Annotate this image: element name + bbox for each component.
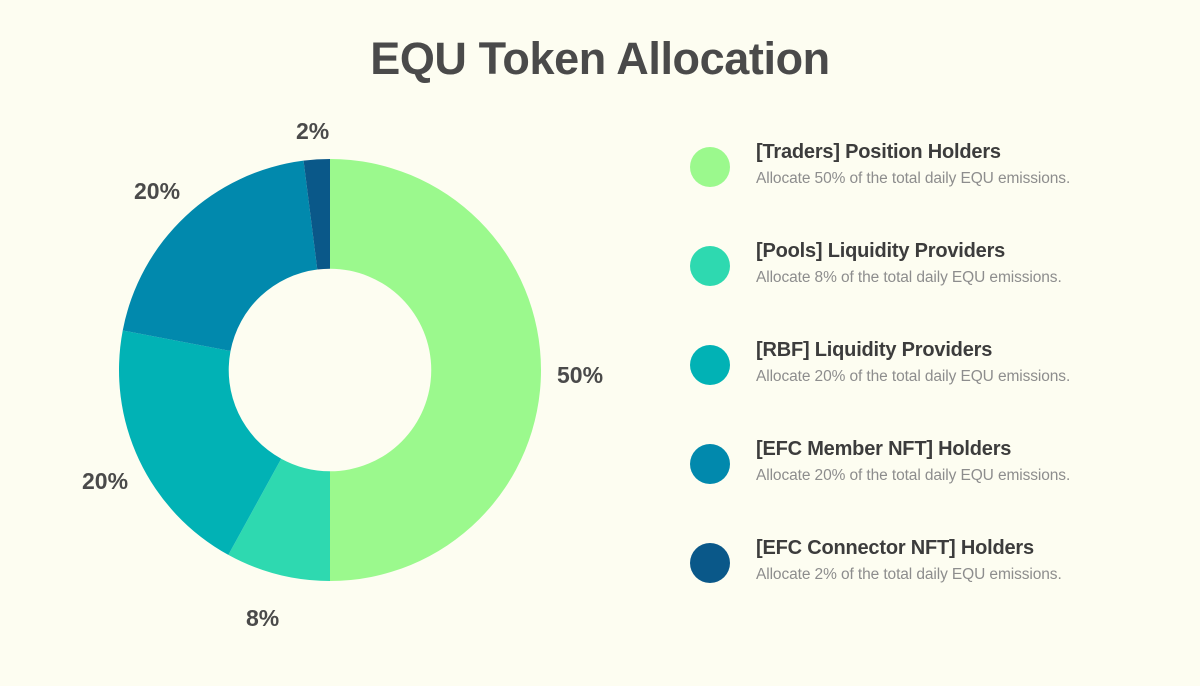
chart-legend: [Traders] Position Holders Allocate 50% …	[690, 140, 1160, 635]
legend-item-efc-connector-nft-holders[interactable]: [EFC Connector NFT] Holders Allocate 2% …	[690, 536, 1160, 635]
legend-item-description-3: Allocate 20% of the total daily EQU emis…	[756, 467, 1071, 484]
donut-slice-0[interactable]	[330, 159, 541, 581]
donut-slice-group	[119, 159, 541, 581]
legend-item-description-4: Allocate 2% of the total daily EQU emiss…	[756, 566, 1062, 583]
donut-chart-svg	[119, 159, 541, 581]
legend-swatch-icon-1	[690, 246, 730, 286]
legend-item-description-1: Allocate 8% of the total daily EQU emiss…	[756, 269, 1062, 286]
slice-value-label-3: 20%	[134, 178, 181, 204]
legend-item-efc-member-nft-holders[interactable]: [EFC Member NFT] Holders Allocate 20% of…	[690, 437, 1160, 536]
legend-item-label-3: [EFC Member NFT] Holders	[756, 438, 1012, 460]
donut-slice-3[interactable]	[122, 160, 318, 352]
donut-slice-1[interactable]	[228, 458, 330, 581]
legend-swatch-icon-4	[690, 543, 730, 583]
donut-slice-2[interactable]	[119, 330, 282, 555]
legend-swatch-icon-2	[690, 345, 730, 385]
page-title: EQU Token Allocation	[370, 33, 830, 84]
legend-item-rbf-liquidity-providers[interactable]: [RBF] Liquidity Providers Allocate 20% o…	[690, 338, 1160, 437]
legend-item-label-2: [RBF] Liquidity Providers	[756, 339, 993, 361]
legend-item-label-1: [Pools] Liquidity Providers	[756, 240, 1006, 262]
legend-item-pools-liquidity-providers[interactable]: [Pools] Liquidity Providers Allocate 8% …	[690, 239, 1160, 338]
legend-item-description-0: Allocate 50% of the total daily EQU emis…	[756, 170, 1071, 187]
slice-value-label-1: 8%	[246, 605, 280, 631]
donut-chart: 50% 8% 20% 20% 2%	[60, 100, 680, 660]
slice-value-label-0: 50%	[557, 362, 604, 388]
legend-item-traders-position-holders[interactable]: [Traders] Position Holders Allocate 50% …	[690, 140, 1160, 239]
slice-value-label-2: 20%	[82, 468, 129, 494]
legend-item-label-0: [Traders] Position Holders	[756, 141, 1001, 163]
donut-slice-4[interactable]	[303, 159, 330, 270]
legend-swatch-icon-0	[690, 147, 730, 187]
legend-swatch-icon-3	[690, 444, 730, 484]
legend-item-label-4: [EFC Connector NFT] Holders	[756, 537, 1034, 559]
legend-item-description-2: Allocate 20% of the total daily EQU emis…	[756, 368, 1071, 385]
slice-value-label-4: 2%	[296, 118, 330, 144]
